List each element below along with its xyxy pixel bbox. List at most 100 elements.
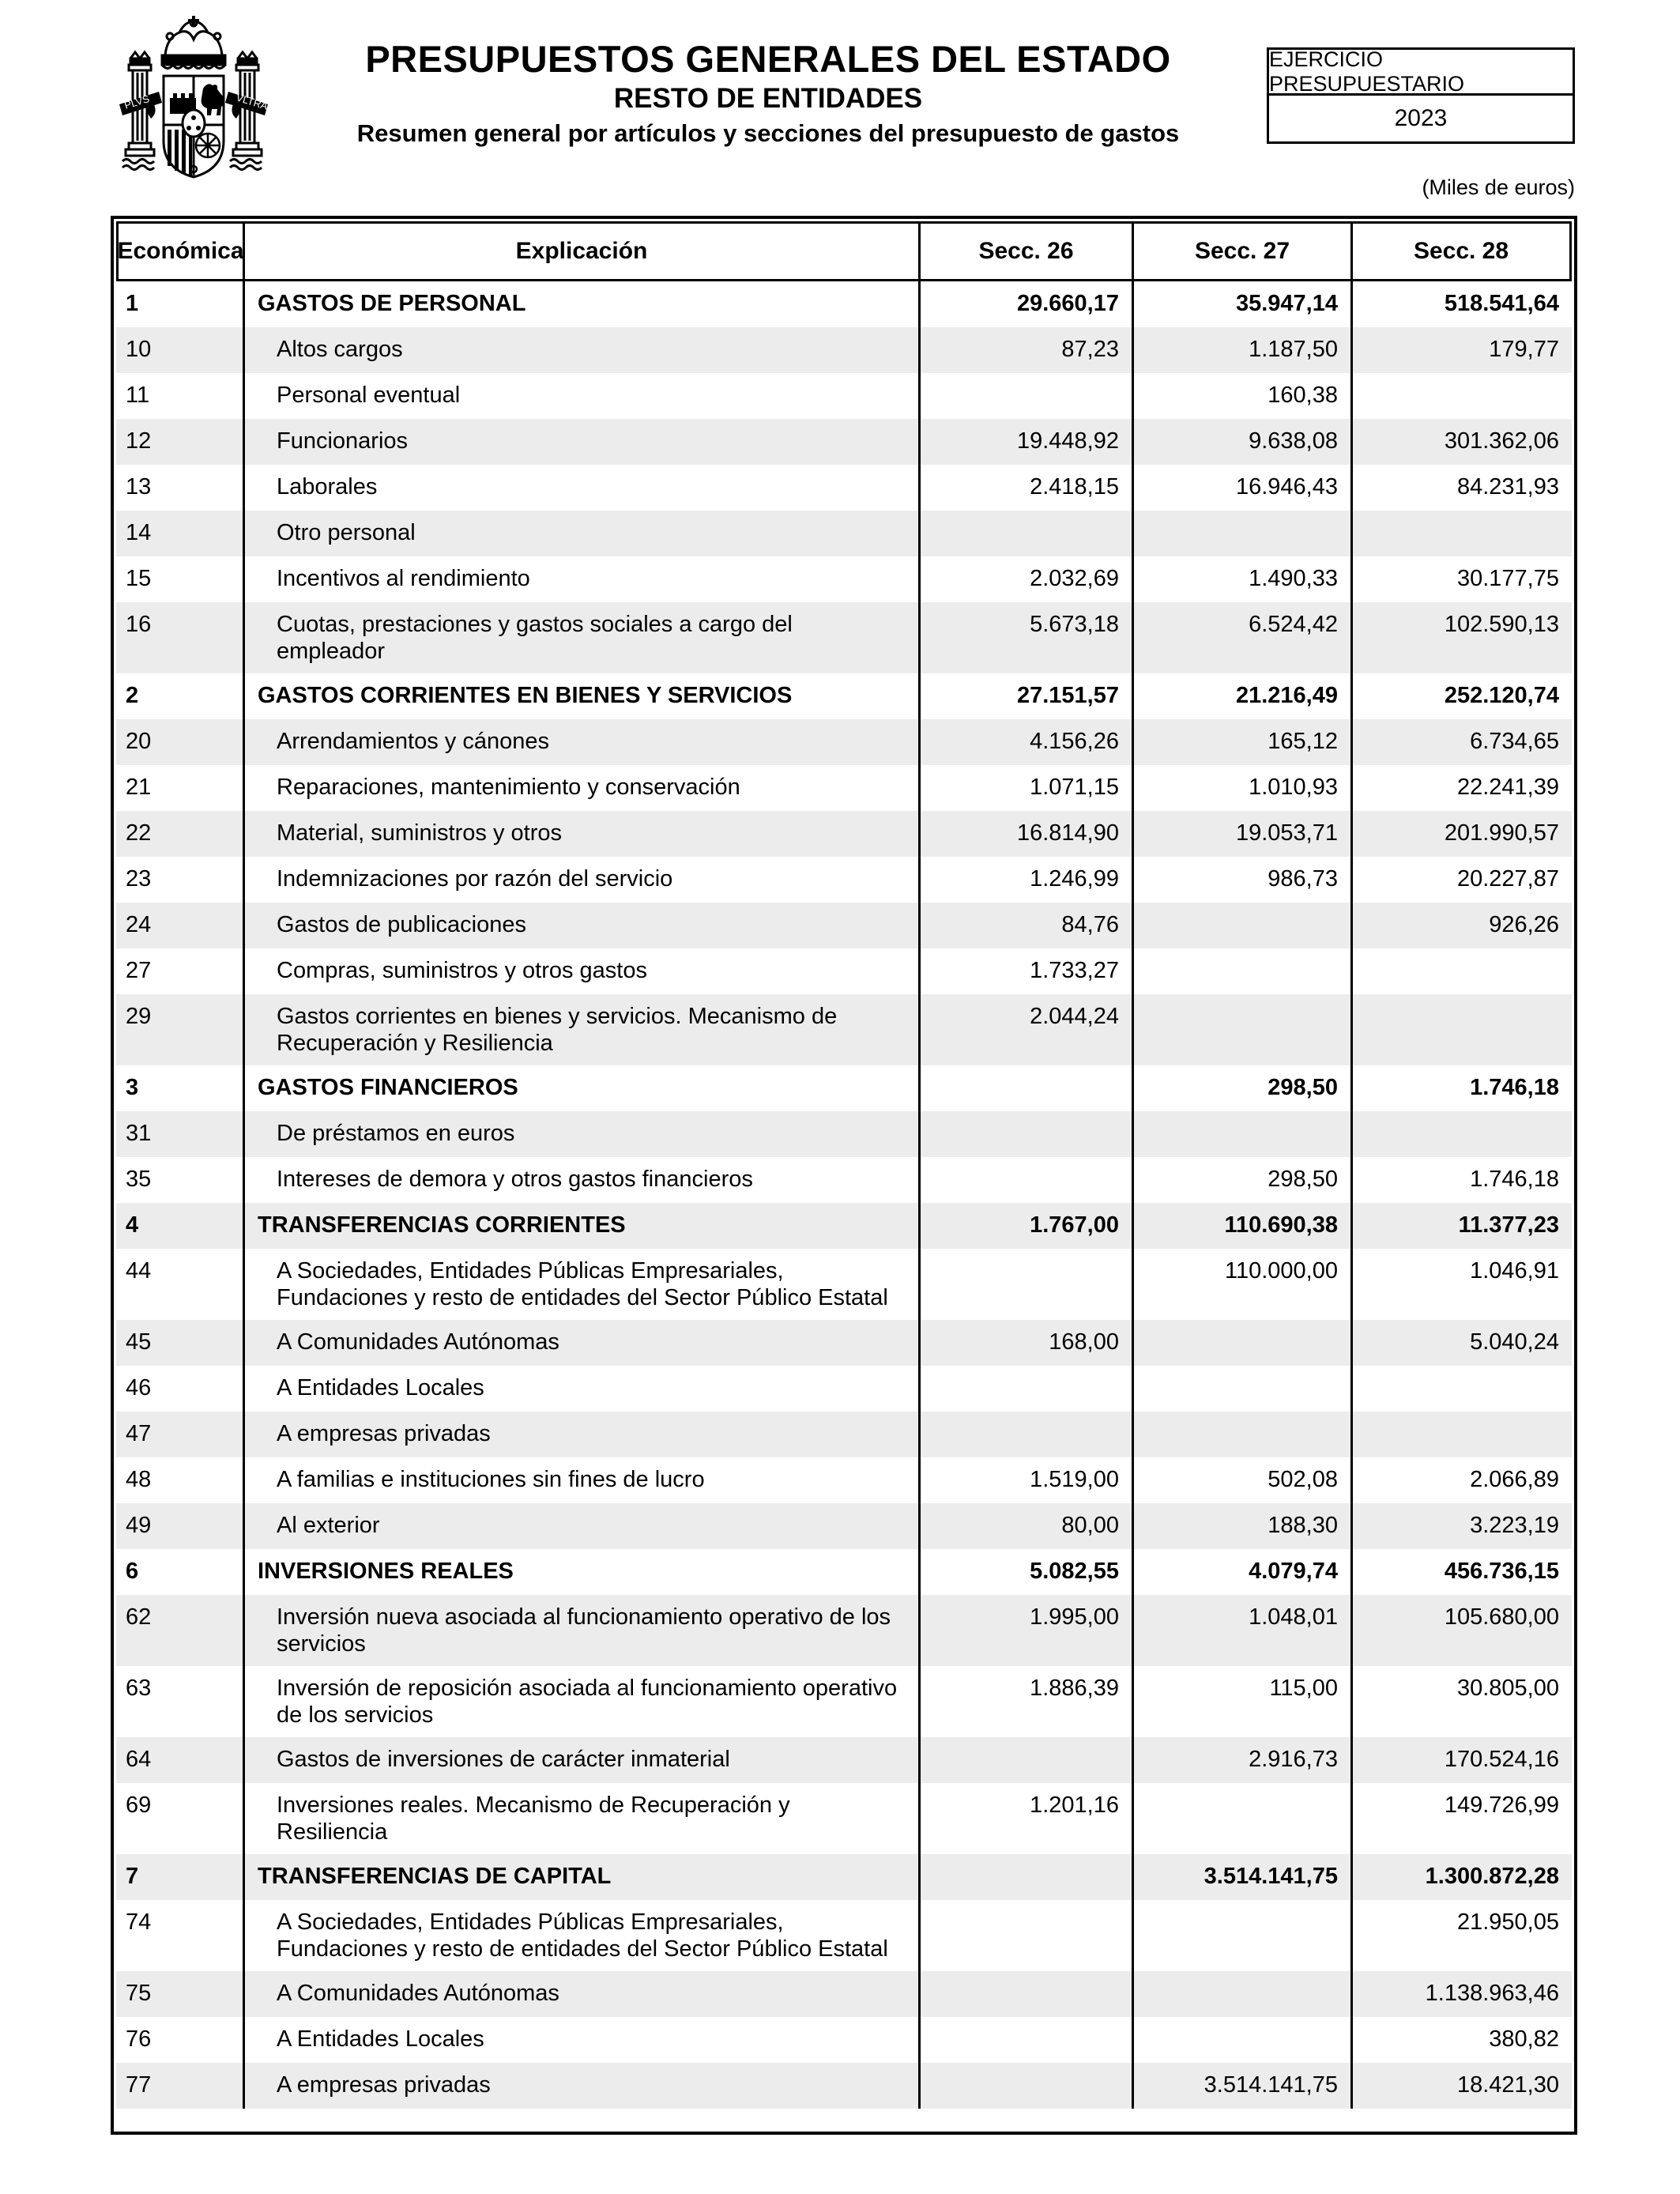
cell-economica: 15 [116,556,245,602]
cell-explicacion: Arrendamientos y cánones [245,719,921,765]
table-row: 12 Funcionarios 19.448,92 9.638,08 301.3… [116,419,1572,465]
table-row: 3 GASTOS FINANCIEROS 298,50 1.746,18 [116,1065,1572,1111]
cell-economica: 35 [116,1157,245,1203]
cell-secc-26: 2.044,24 [921,994,1134,1065]
cell-secc-26: 84,76 [921,903,1134,948]
cell-secc-27 [1134,2017,1353,2063]
cell-secc-27: 1.490,33 [1134,556,1353,602]
cell-explicacion: Inversión nueva asociada al funcionamien… [245,1595,921,1666]
document-title: PRESUPUESTOS GENERALES DEL ESTADO [365,38,1171,80]
cell-secc-26: 5.673,18 [921,602,1134,673]
cell-secc-26: 1.886,39 [921,1666,1134,1737]
table-row: 23 Indemnizaciones por razón del servici… [116,857,1572,903]
cell-secc-28: 22.241,39 [1456,775,1559,800]
cell-explicacion: A Entidades Locales [245,2017,921,2063]
table-row: 31 De préstamos en euros [116,1111,1572,1157]
table-row: 7 TRANSFERENCIAS DE CAPITAL 3.514.141,75… [116,1854,1572,1900]
cell-secc-27: 188,30 [1134,1503,1353,1549]
cell-secc-26: 29.660,17 [921,281,1134,327]
cell-secc-28: 6.734,65 [1470,729,1559,754]
cell-secc-28: 105.680,00 [1444,1604,1559,1630]
cell-secc-28: 18.421,30 [1456,2072,1559,2098]
cell-secc-26 [921,511,1134,556]
cell-secc-26: 168,00 [921,1320,1134,1366]
table-body: 1 GASTOS DE PERSONAL 29.660,17 35.947,14… [116,281,1572,2109]
cell-secc-28 [1353,1111,1572,1157]
table-row: 2 GASTOS CORRIENTES EN BIENES Y SERVICIO… [116,673,1572,719]
cell-explicacion: Cuotas, prestaciones y gastos sociales a… [245,602,921,673]
table-row: 16 Cuotas, prestaciones y gastos sociale… [116,602,1572,673]
cell-explicacion: Compras, suministros y otros gastos [245,948,921,994]
cell-explicacion: Gastos corrientes en bienes y servicios.… [245,994,921,1065]
cell-secc-26 [921,1412,1134,1457]
cell-secc-27: 4.079,74 [1134,1549,1353,1595]
table-row: 74 A Sociedades, Entidades Públicas Empr… [116,1900,1572,1971]
cell-secc-26: 1.519,00 [921,1457,1134,1503]
document-subtitle: RESTO DE ENTIDADES [613,83,923,114]
cell-economica: 3 [116,1065,245,1111]
table-row: 27 Compras, suministros y otros gastos 1… [116,948,1572,994]
cell-explicacion: A Comunidades Autónomas [245,1971,921,2017]
cell-explicacion: Material, suministros y otros [245,811,921,857]
cell-secc-28: 84.231,93 [1456,474,1559,499]
cell-secc-27: 35.947,14 [1134,281,1353,327]
table-row: 76 A Entidades Locales 380,82 [116,2017,1572,2063]
cell-economica: 31 [116,1111,245,1157]
document-header: PLVS VLTRA PRESUPUESTOS GENERALES DEL ES… [0,0,1680,216]
cell-secc-28: 1.046,91 [1470,1258,1559,1284]
cell-economica: 6 [116,1549,245,1595]
column-header-economica: Económica [116,221,245,281]
budget-year-box: EJERCICIO PRESUPUESTARIO 2023 [1267,47,1575,144]
cell-secc-26 [921,1737,1134,1783]
table-row: 21 Reparaciones, mantenimiento y conserv… [116,765,1572,811]
cell-secc-27: 16.946,43 [1134,465,1353,511]
cell-secc-26 [921,373,1134,419]
cell-economica: 27 [116,948,245,994]
cell-economica: 69 [116,1783,245,1854]
cell-explicacion: Al exterior [245,1503,921,1549]
cell-secc-27: 3.514.141,75 [1134,1854,1353,1900]
cell-secc-27: 110.690,38 [1134,1203,1353,1249]
cell-economica: 22 [116,811,245,857]
cell-economica: 47 [116,1412,245,1457]
table-row: 20 Arrendamientos y cánones 4.156,26 165… [116,719,1572,765]
cell-secc-26: 1.201,16 [921,1783,1134,1854]
cell-economica: 13 [116,465,245,511]
cell-secc-27: 19.053,71 [1134,811,1353,857]
cell-economica: 10 [116,327,245,373]
cell-secc-26: 80,00 [921,1503,1134,1549]
cell-explicacion: A Sociedades, Entidades Públicas Empresa… [245,1900,921,1971]
table-row: 24 Gastos de publicaciones 84,76 926,26 [116,903,1572,948]
table-row: 4 TRANSFERENCIAS CORRIENTES 1.767,00 110… [116,1203,1572,1249]
cell-secc-26: 1.246,99 [921,857,1134,903]
cell-secc-28 [1353,373,1572,419]
table-row: 63 Inversión de reposición asociada al f… [116,1666,1572,1737]
column-header-secc-28: Secc. 28 [1353,221,1572,281]
cell-economica: 46 [116,1366,245,1412]
budget-year-box-label: EJERCICIO PRESUPUESTARIO [1269,47,1573,96]
document-description: Resumen general por artículos y seccione… [356,119,1180,147]
cell-explicacion: Funcionarios [245,419,921,465]
cell-secc-27: 1.010,93 [1134,765,1353,811]
cell-secc-27 [1134,1412,1353,1457]
cell-secc-28 [1353,511,1572,556]
column-header-explicacion: Explicación [245,221,921,281]
cell-secc-27: 986,73 [1134,857,1353,903]
cell-economica: 16 [116,602,245,673]
cell-secc-27: 115,00 [1134,1666,1353,1737]
table-row: 14 Otro personal [116,511,1572,556]
title-block: PRESUPUESTOS GENERALES DEL ESTADO RESTO … [269,38,1268,150]
cell-economica: 2 [116,673,245,719]
table-row: 29 Gastos corrientes en bienes y servici… [116,994,1572,1065]
cell-secc-28: 456.736,15 [1444,1559,1559,1584]
cell-secc-27 [1134,994,1353,1065]
cell-secc-28: 20.227,87 [1456,866,1559,892]
cell-explicacion: Reparaciones, mantenimiento y conservaci… [245,765,921,811]
cell-explicacion: Laborales [245,465,921,511]
table-row: 1 GASTOS DE PERSONAL 29.660,17 35.947,14… [116,281,1572,327]
cell-secc-27: 298,50 [1134,1065,1353,1111]
cell-secc-27: 160,38 [1134,373,1353,419]
cell-secc-27 [1134,1320,1353,1366]
cell-secc-27: 6.524,42 [1134,602,1353,673]
cell-secc-27: 502,08 [1134,1457,1353,1503]
